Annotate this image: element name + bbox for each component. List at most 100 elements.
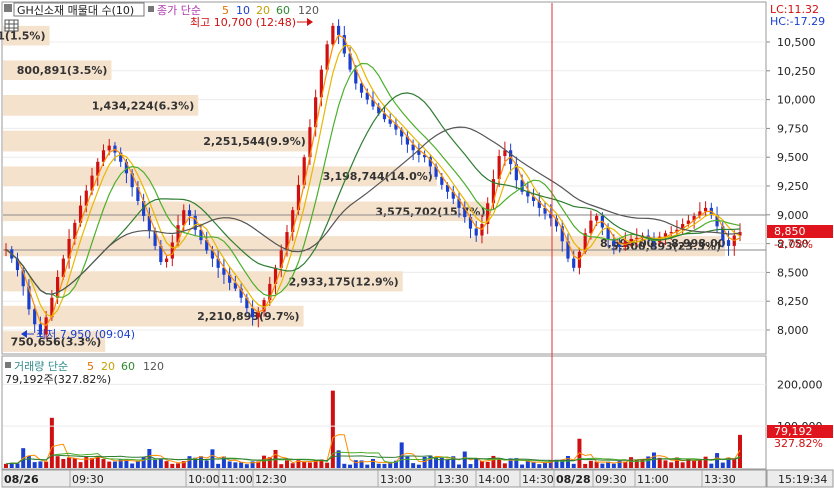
candle-body	[405, 136, 410, 145]
candle-body	[440, 176, 444, 185]
volume-bar	[468, 464, 473, 468]
volume-bar	[405, 456, 410, 468]
volume-bar	[84, 457, 89, 468]
volume-bar	[262, 455, 267, 468]
volume-profile-label: 2,251,544(9.9%)	[203, 135, 306, 148]
candle-body	[342, 35, 346, 54]
volume-bar	[674, 457, 679, 468]
candle-body	[308, 127, 312, 158]
legend-ma5: 5	[222, 4, 229, 17]
volume-bar	[141, 457, 146, 468]
volume-profile-bar	[3, 271, 403, 292]
price-tick-label: 10,000	[777, 94, 816, 107]
candle-body	[336, 25, 341, 36]
candle-body	[417, 150, 421, 155]
volume-bar	[382, 463, 387, 468]
volume-bar	[44, 461, 49, 468]
volume-bar	[537, 464, 542, 468]
volume-bar	[726, 457, 731, 468]
candle-body	[193, 215, 197, 230]
volume-bar	[434, 456, 439, 468]
legend-ma10: 10	[236, 4, 250, 17]
candle-body	[314, 97, 318, 128]
ma120-line	[5, 126, 741, 295]
candle-body	[537, 200, 541, 208]
candle-body	[388, 119, 392, 124]
volume-bar	[600, 463, 605, 468]
candle-body	[692, 215, 696, 221]
candle-body	[543, 207, 547, 214]
volume-bar	[560, 459, 565, 468]
volume-bar	[250, 461, 255, 468]
volume-bar	[606, 461, 611, 468]
candle-body	[256, 311, 260, 318]
volume-bar	[290, 463, 295, 468]
candle-body	[606, 227, 610, 239]
price-axis: 10,500 10,250 10,000 9,750 9,500 9,250 9,000 8,…	[766, 36, 816, 337]
volume-bar	[686, 458, 691, 468]
candle-body	[612, 238, 616, 245]
volume-bar	[657, 457, 662, 468]
volume-moving-averages	[5, 434, 741, 465]
time-tick-label: 13:30	[437, 473, 469, 486]
time-tick-label: 10:00	[188, 473, 220, 486]
candle-body	[572, 258, 576, 268]
candle-body	[50, 297, 54, 318]
candle-body	[382, 113, 387, 120]
candle-body	[222, 267, 226, 275]
title-text: GH신소재 매물대 수(10)	[17, 4, 134, 17]
title-box[interactable]	[13, 2, 145, 17]
volume-bar	[623, 461, 628, 468]
volume-pane[interactable]	[1, 355, 767, 470]
price-level-lines	[3, 214, 766, 251]
volume-profile-bar	[3, 236, 725, 257]
candle-body	[176, 225, 180, 243]
candle-body	[738, 232, 742, 236]
volume-profile-label: 1,434,224(6.3%)	[92, 99, 195, 112]
time-tick-label: 13:30	[704, 473, 736, 486]
time-tick-label: 09:30	[595, 473, 627, 486]
volume-bar	[284, 460, 289, 468]
vol-legend-ma60: 60	[121, 360, 135, 373]
vol-legend-volume: 거래량 단순	[14, 360, 68, 373]
volume-bar	[279, 464, 284, 468]
volume-bar	[15, 463, 20, 468]
candle-body	[285, 232, 289, 251]
volume-profile-bar	[3, 166, 437, 186]
vol-ma5-line	[5, 434, 741, 465]
volume-bar	[216, 463, 221, 468]
volume-bar	[697, 460, 702, 468]
candle-body	[497, 156, 501, 180]
candle-body	[84, 190, 88, 206]
legend-square-icon	[148, 6, 154, 12]
volume-bar	[336, 450, 341, 468]
volume-bar	[130, 463, 135, 468]
volume-bar	[330, 390, 335, 468]
volume-bar	[651, 452, 656, 468]
volume-bar	[548, 460, 553, 468]
candle-body	[354, 69, 358, 84]
hc-label: HC:-17.29	[770, 15, 825, 28]
candle-body	[216, 258, 220, 268]
volume-bar	[101, 459, 106, 468]
candle-body	[681, 224, 685, 230]
volume-bar	[715, 453, 720, 468]
volume-bar	[107, 461, 112, 468]
candle-body	[142, 200, 146, 216]
ma5-line	[5, 34, 741, 327]
candle-body	[531, 196, 536, 201]
candle-body	[164, 258, 169, 263]
candle-body	[205, 240, 209, 251]
volume-bar	[531, 461, 536, 468]
candle-body	[153, 230, 157, 246]
candle-body	[101, 150, 106, 162]
candle-body	[663, 233, 668, 237]
candle-body	[119, 152, 123, 162]
volume-profile-bar	[3, 201, 490, 222]
candle-body	[549, 213, 553, 219]
menu-square-icon[interactable]	[4, 4, 12, 12]
table-icon[interactable]	[4, 19, 19, 32]
volume-bar	[325, 462, 330, 468]
volume-bar	[411, 463, 416, 468]
volume-bar	[267, 457, 272, 468]
